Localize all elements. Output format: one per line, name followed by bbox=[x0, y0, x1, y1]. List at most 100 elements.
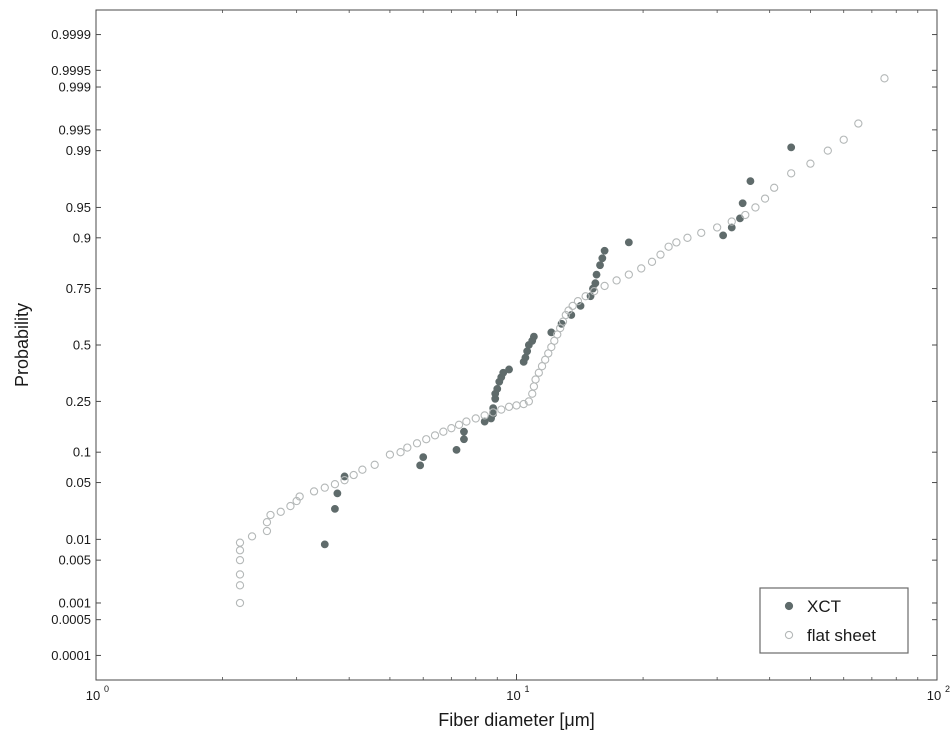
xct-data-point bbox=[460, 435, 468, 444]
flat-sheet-data-point bbox=[581, 292, 590, 301]
xct-data-point bbox=[547, 328, 556, 337]
x-tick-label: 10 bbox=[86, 688, 100, 703]
flat-sheet-data-point bbox=[770, 183, 779, 192]
flat-sheet-data-point bbox=[235, 555, 245, 565]
y-tick-label: 0.0005 bbox=[51, 612, 91, 627]
flat-sheet-data-point bbox=[712, 223, 722, 232]
x-tick-exponent: 1 bbox=[525, 684, 530, 694]
flat-sheet-data-point bbox=[480, 411, 489, 420]
xct-data-point bbox=[624, 238, 633, 247]
flat-sheet-data-point bbox=[330, 480, 340, 489]
x-tick-exponent: 0 bbox=[104, 684, 109, 694]
y-tick-label: 0.75 bbox=[66, 281, 91, 296]
y-tick-label: 0.001 bbox=[58, 595, 91, 610]
y-tick-label: 0.9995 bbox=[51, 63, 91, 78]
y-tick-label: 0.99 bbox=[66, 143, 91, 158]
flat-sheet-data-point bbox=[396, 448, 405, 457]
xct-data-point bbox=[416, 461, 425, 470]
xct-data-point bbox=[736, 214, 744, 223]
flat-sheet-data-point bbox=[573, 296, 583, 306]
flat-sheet-data-point bbox=[561, 310, 570, 320]
flat-sheet-data-point bbox=[412, 439, 422, 448]
legend-box bbox=[759, 587, 909, 654]
y-tick-label: 0.005 bbox=[58, 553, 91, 568]
flat-sheet-data-point bbox=[497, 405, 506, 414]
xct-data-point bbox=[727, 223, 736, 232]
xct-data-point bbox=[738, 199, 747, 208]
y-tick-label: 0.0001 bbox=[51, 648, 91, 663]
y-tick-label: 0.1 bbox=[73, 445, 91, 460]
y-tick-label: 0.95 bbox=[66, 200, 91, 215]
legend-marker-flat-sheet bbox=[784, 630, 794, 640]
xct-data-point bbox=[331, 504, 339, 513]
series-flat-sheet bbox=[235, 74, 889, 608]
flat-sheet-data-point bbox=[489, 408, 498, 417]
flat-sheet-data-point bbox=[454, 420, 464, 429]
flat-sheet-data-point bbox=[276, 507, 285, 516]
flat-sheet-data-point bbox=[727, 217, 736, 226]
flat-sheet-data-point bbox=[854, 119, 863, 128]
flat-sheet-data-point bbox=[519, 399, 528, 409]
xct-data-point bbox=[460, 427, 468, 436]
flat-sheet-data-point bbox=[235, 581, 245, 590]
xct-data-point bbox=[489, 404, 498, 413]
data-series bbox=[235, 74, 889, 608]
x-tick-exponent: 2 bbox=[945, 684, 950, 694]
xct-data-point bbox=[499, 368, 508, 377]
flat-sheet-data-point bbox=[656, 250, 665, 259]
flat-sheet-data-point bbox=[471, 414, 480, 423]
y-tick-label: 0.9999 bbox=[51, 27, 91, 42]
xct-data-point bbox=[746, 177, 755, 186]
x-axis-ticks: 10 0 10 1 10 2 bbox=[86, 10, 950, 703]
y-axis-label: Probability bbox=[12, 303, 32, 387]
flat-sheet-data-point bbox=[320, 483, 329, 492]
flat-sheet-data-point bbox=[647, 257, 657, 266]
flat-sheet-data-point bbox=[839, 135, 848, 144]
y-axis-ticks: 0.0001 0.0005 0.001 0.005 0.01 0.05 0.1 0.25 0.5… bbox=[51, 27, 937, 663]
flat-sheet-data-point bbox=[235, 570, 245, 579]
flat-sheet-data-point bbox=[422, 435, 431, 444]
y-tick-label: 0.5 bbox=[73, 338, 91, 353]
flat-sheet-data-point bbox=[823, 146, 832, 155]
flat-sheet-data-point bbox=[590, 287, 599, 296]
xct-data-point bbox=[596, 261, 604, 270]
y-tick-label: 0.01 bbox=[66, 532, 91, 547]
flat-sheet-data-point bbox=[787, 169, 796, 178]
xct-data-point bbox=[719, 231, 728, 240]
flat-sheet-data-point bbox=[295, 492, 304, 501]
flat-sheet-data-point bbox=[262, 526, 272, 536]
flat-sheet-data-point bbox=[760, 194, 770, 203]
flat-sheet-data-point bbox=[683, 233, 692, 242]
y-tick-label: 0.9 bbox=[73, 230, 91, 245]
flat-sheet-data-point bbox=[741, 210, 750, 220]
flat-sheet-data-point bbox=[439, 427, 448, 436]
flat-sheet-data-point bbox=[430, 431, 440, 440]
flat-sheet-data-point bbox=[266, 510, 275, 520]
flat-sheet-data-point bbox=[697, 228, 706, 238]
legend: XCT flat sheet bbox=[759, 587, 909, 654]
xct-data-point bbox=[600, 246, 609, 255]
legend-label-xct: XCT bbox=[807, 597, 841, 616]
flat-sheet-data-point bbox=[358, 465, 367, 474]
xct-data-point bbox=[787, 143, 796, 152]
y-tick-label: 0.25 bbox=[66, 394, 91, 409]
flat-sheet-data-point bbox=[637, 264, 646, 273]
flat-sheet-data-point bbox=[672, 238, 681, 247]
xct-data-point bbox=[530, 332, 538, 341]
xct-data-point bbox=[505, 365, 513, 374]
flat-sheet-data-point bbox=[286, 501, 295, 511]
flat-sheet-data-point bbox=[349, 470, 358, 480]
flat-sheet-data-point bbox=[462, 417, 471, 426]
flat-sheet-data-point bbox=[447, 424, 456, 433]
flat-sheet-data-point bbox=[385, 450, 395, 459]
x-tick-label: 10 bbox=[927, 688, 941, 703]
flat-sheet-data-point bbox=[531, 375, 540, 384]
flat-sheet-data-point bbox=[568, 301, 577, 311]
flat-sheet-data-point bbox=[612, 276, 621, 285]
flat-sheet-data-point bbox=[247, 532, 257, 541]
xct-data-point bbox=[598, 254, 607, 263]
legend-label-flat-sheet: flat sheet bbox=[807, 626, 876, 645]
flat-sheet-data-point bbox=[751, 203, 760, 212]
xct-data-point bbox=[333, 489, 342, 498]
